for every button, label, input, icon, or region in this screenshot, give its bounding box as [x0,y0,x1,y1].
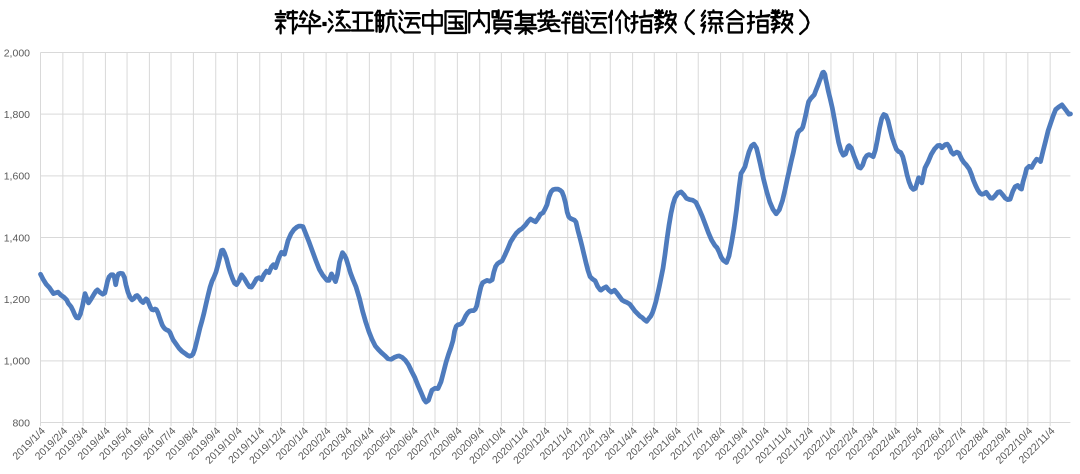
svg-text:1,200: 1,200 [4,294,30,306]
svg-text:2,000: 2,000 [4,47,30,59]
svg-text:1,000: 1,000 [4,356,30,368]
svg-text:1,800: 1,800 [4,109,30,121]
svg-text:1,400: 1,400 [4,232,30,244]
svg-text:800: 800 [12,417,30,429]
svg-text:1,600: 1,600 [4,171,30,183]
